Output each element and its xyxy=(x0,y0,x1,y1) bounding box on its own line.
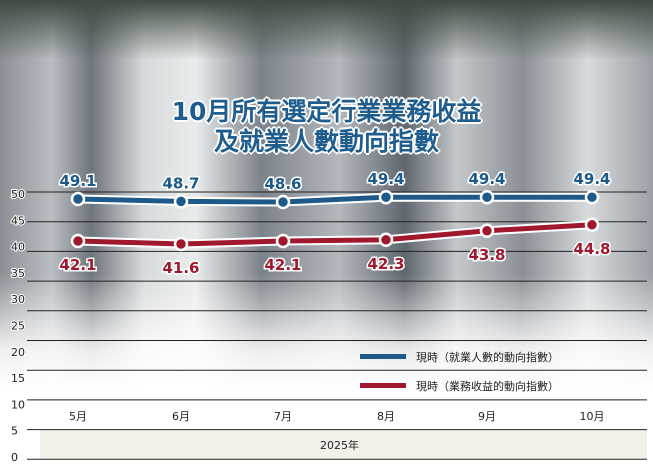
y-tick-label: 0 xyxy=(11,451,18,464)
series-line xyxy=(77,194,592,205)
data-label: 44.8 xyxy=(573,240,610,258)
legend-item-employment: 現時（就業人數的動向指數） xyxy=(355,342,647,371)
x-tick-label: 10月 xyxy=(580,410,605,423)
data-label: 42.1 xyxy=(264,256,301,274)
y-tick-label: 15 xyxy=(11,372,25,385)
data-point xyxy=(275,233,291,249)
legend-item-revenue: 現時（業務收益的動向指數） xyxy=(355,371,647,400)
y-tick-label: 20 xyxy=(11,346,25,359)
y-tick-label: 30 xyxy=(11,293,25,306)
x-tick-label: 9月 xyxy=(478,410,496,423)
y-tick-label: 40 xyxy=(11,241,25,254)
data-label: 43.8 xyxy=(468,246,505,264)
data-point xyxy=(173,236,189,252)
data-point xyxy=(173,194,189,209)
legend-swatch-blue xyxy=(360,354,406,359)
data-label: 49.4 xyxy=(468,170,505,188)
data-point xyxy=(378,189,394,205)
y-tick-label: 35 xyxy=(11,267,25,280)
legend-label: 現時（就業人數的動向指數） xyxy=(416,350,559,364)
chart-title-line2: 及就業人數動向指數 xyxy=(213,127,439,156)
y-tick-label: 50 xyxy=(11,188,25,201)
y-tick-label: 25 xyxy=(11,320,25,333)
series-line xyxy=(77,222,593,247)
data-point xyxy=(479,189,495,205)
x-tick-label: 8月 xyxy=(377,410,395,423)
data-label: 42.3 xyxy=(367,255,404,273)
data-label: 49.1 xyxy=(59,172,96,190)
background-hills xyxy=(0,0,653,60)
data-label: 49.4 xyxy=(367,170,404,188)
data-point xyxy=(584,189,600,205)
data-point xyxy=(584,217,600,233)
data-label: 49.4 xyxy=(573,170,610,188)
legend-swatch-red xyxy=(360,383,406,388)
x-tick-label: 6月 xyxy=(172,410,190,423)
data-point xyxy=(275,194,291,210)
x-axis-label: 2025年 xyxy=(320,439,359,452)
data-point xyxy=(479,223,495,239)
data-label: 41.6 xyxy=(162,259,199,277)
data-label: 48.7 xyxy=(162,174,199,192)
data-label: 42.1 xyxy=(59,256,96,274)
chart-title-line1: 10月所有選定行業業務收益 xyxy=(171,97,482,126)
y-tick-label: 45 xyxy=(11,214,25,227)
legend-label: 現時（業務收益的動向指數） xyxy=(416,379,559,393)
year-band xyxy=(40,430,647,459)
y-tick-label: 10 xyxy=(11,398,25,411)
y-tick-label: 5 xyxy=(11,425,18,438)
x-tick-label: 5月 xyxy=(69,410,87,423)
data-label: 48.6 xyxy=(264,175,301,193)
data-point xyxy=(70,233,86,249)
data-point xyxy=(378,232,394,248)
data-point xyxy=(70,191,86,207)
x-tick-label: 7月 xyxy=(274,410,292,423)
